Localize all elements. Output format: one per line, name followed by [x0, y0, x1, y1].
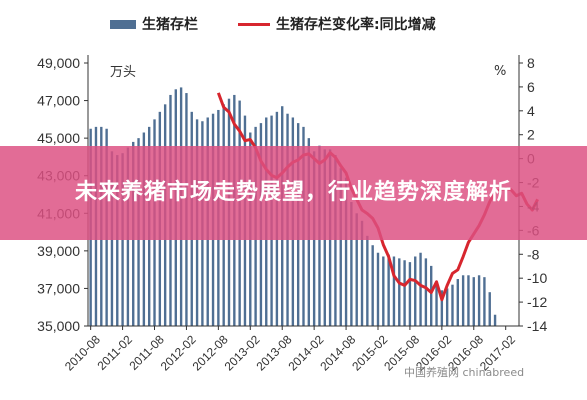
- left-tick-label: 45,000: [37, 130, 80, 146]
- right-axis-unit: %: [494, 64, 507, 79]
- banner-title: 未来养猪市场走势展望，行业趋势深度解析: [74, 180, 512, 205]
- bar: [445, 288, 449, 326]
- chart-legend: 生猪存栏 生猪存栏变化率:同比增减: [110, 14, 436, 34]
- right-tick-label: 8: [527, 55, 535, 71]
- bar: [355, 213, 358, 326]
- legend-swatch-line: [238, 22, 270, 26]
- title-banner: 未来养猪市场走势展望，行业趋势深度解析: [0, 146, 587, 240]
- bar: [382, 256, 385, 326]
- bar: [483, 277, 486, 326]
- bar: [387, 254, 390, 326]
- legend-label-stock: 生猪存栏: [142, 17, 198, 33]
- watermark: 中国养殖网 chinabreed: [404, 366, 525, 379]
- bar: [424, 258, 428, 326]
- bar: [350, 202, 353, 326]
- bar: [408, 262, 412, 326]
- bar: [440, 290, 444, 326]
- right-tick-label: 4: [527, 103, 535, 119]
- left-tick-label: 35,000: [37, 318, 80, 334]
- bar: [435, 284, 438, 326]
- bar: [344, 177, 348, 326]
- bar: [366, 235, 369, 326]
- x-tick-label: 2010-08: [62, 332, 103, 373]
- left-tick-label: 47,000: [37, 93, 80, 109]
- right-tick-label: 6: [527, 79, 535, 95]
- bar: [419, 252, 422, 326]
- bar: [339, 168, 342, 326]
- left-tick-label: 37,000: [37, 280, 80, 296]
- bar: [392, 256, 396, 326]
- bar: [472, 277, 475, 326]
- bar: [371, 245, 374, 326]
- bar: [414, 256, 417, 326]
- left-tick-label: 49,000: [37, 55, 80, 71]
- bar: [493, 314, 497, 326]
- bar: [403, 260, 406, 326]
- bar: [451, 284, 454, 326]
- bar: [334, 155, 337, 326]
- right-tick-label: -8: [527, 246, 540, 262]
- bar: [467, 275, 470, 326]
- bar: [376, 252, 380, 326]
- bar: [116, 155, 119, 326]
- bar: [477, 275, 481, 326]
- bar: [461, 275, 465, 326]
- bar: [456, 279, 459, 326]
- right-tick-label: -10: [527, 270, 547, 286]
- bar: [360, 220, 364, 326]
- right-tick-label: 2: [527, 127, 535, 143]
- right-tick-label: -14: [527, 318, 547, 334]
- left-axis-unit: 万头: [110, 65, 137, 80]
- bar: [488, 292, 491, 326]
- left-tick-label: 39,000: [37, 243, 80, 259]
- legend-label-change: 生猪存栏变化率:同比增减: [276, 17, 436, 33]
- legend-swatch-bar: [110, 19, 136, 29]
- right-tick-label: -12: [527, 294, 547, 310]
- bar: [430, 265, 433, 326]
- bar: [398, 258, 401, 326]
